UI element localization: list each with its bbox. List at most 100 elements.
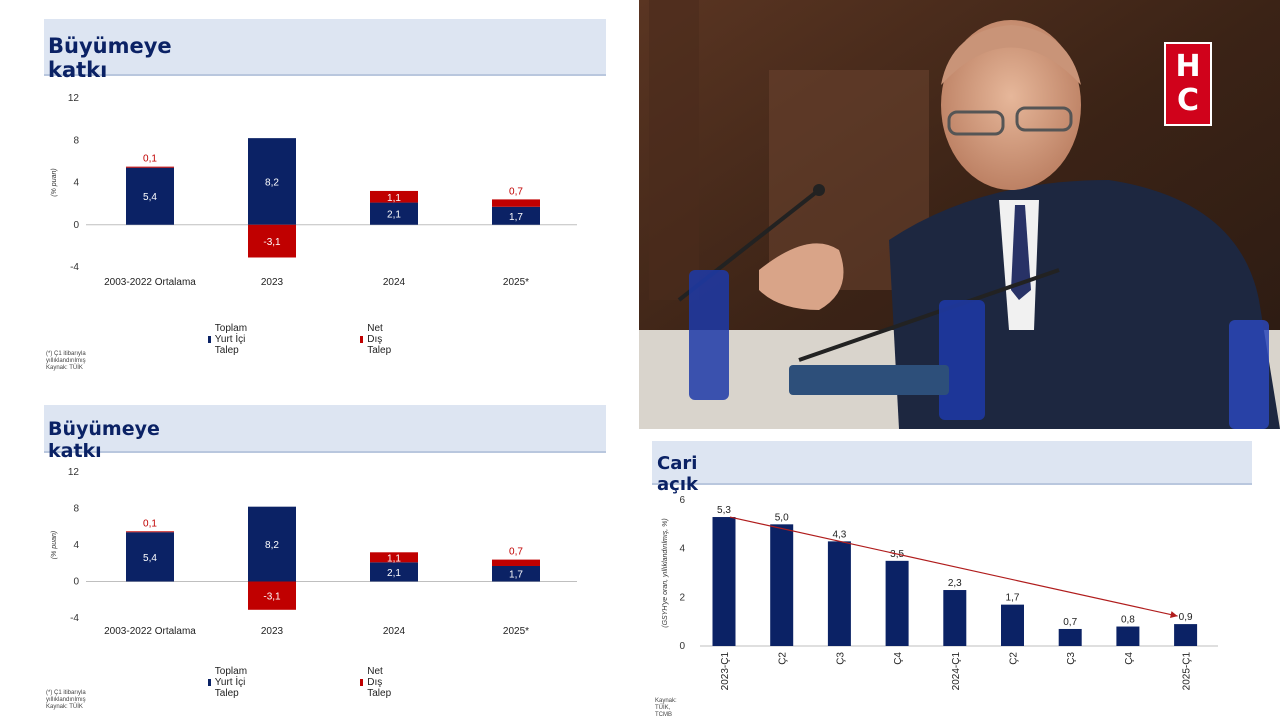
bar-domestic <box>370 562 418 582</box>
x-tick-label: 2023-Ç1 <box>720 652 731 691</box>
data-label: 0,8 <box>1121 615 1135 626</box>
y-axis-title: (% puan) <box>51 531 58 559</box>
title-bar <box>44 405 606 453</box>
legend-label: Toplam Yurt İçi Talep <box>214 323 248 356</box>
bar <box>827 541 851 646</box>
data-label-domestic: 2,1 <box>387 210 401 221</box>
legend-swatch <box>208 679 211 686</box>
y-tick-label: 0 <box>679 641 685 652</box>
bar-external <box>370 190 418 203</box>
footnote-line: Kaynak: TÜİK <box>46 704 83 710</box>
x-tick-label: Ç3 <box>835 652 846 665</box>
legend-label: Net Dış Talep <box>367 666 392 699</box>
data-label-domestic: 5,4 <box>143 192 157 203</box>
x-tick-label: 2003-2022 Ortalama <box>104 277 196 288</box>
footnote: (*) Ç1 itibarıyla yıllıklandırılmış Kayn… <box>46 690 86 711</box>
data-label-domestic: 1,7 <box>509 570 523 581</box>
chart-title: Büyümeye katkı <box>48 34 172 82</box>
data-label-external: 0,1 <box>143 154 157 165</box>
bar-external <box>370 552 418 563</box>
chart-buyume-top: 12 8 4 0 -4 (% puan) 5,4 0,1 2003-2022 Ortalama 8… <box>51 93 577 288</box>
data-label: 5,0 <box>775 512 789 523</box>
bar <box>712 517 736 646</box>
bar-external <box>248 224 296 258</box>
data-label-external: 0,1 <box>143 518 157 529</box>
x-tick-label: Ç3 <box>1066 652 1077 665</box>
legend-swatch <box>360 336 364 343</box>
data-label-external: -3,1 <box>263 237 281 248</box>
data-label-domestic: 1,7 <box>509 212 523 223</box>
data-label: 2,3 <box>948 578 962 589</box>
bar-external <box>248 581 296 610</box>
chart-title: Büyümeye katkı <box>48 418 160 462</box>
chart-buyume-bottom: 12 8 4 0 -4 (% puan) 5,4 0,1 2003-2022 Ortalama 8… <box>51 467 577 637</box>
legend-label: Net Dış Talep <box>367 323 392 356</box>
legend-swatch <box>360 679 364 686</box>
x-tick-label: 2024 <box>383 626 406 637</box>
bar-domestic <box>248 138 296 225</box>
x-tick-label: 2025* <box>503 277 529 288</box>
bar-domestic <box>492 565 540 582</box>
trend-arrow-head <box>1170 611 1178 619</box>
bar <box>1116 626 1140 646</box>
data-label-domestic: 5,4 <box>143 553 157 564</box>
footnote-line: (*) Ç1 itibarıyla yıllıklandırılmış <box>46 351 86 364</box>
footnote-line: (*) Ç1 itibarıyla yıllıklandırılmış <box>46 690 86 703</box>
bar <box>943 590 967 646</box>
bar-external <box>492 559 540 566</box>
legend-swatch <box>208 336 211 343</box>
data-label-external: -3,1 <box>263 592 281 603</box>
y-tick-label: 8 <box>73 504 79 515</box>
legend-item-external: Net Dış Talep <box>360 666 395 699</box>
y-tick-label: -4 <box>70 262 79 273</box>
y-tick-label: 0 <box>73 577 79 588</box>
x-tick-label: 2024-Ç1 <box>951 652 962 691</box>
photo: H C <box>639 0 1280 429</box>
chart-cari-acik: 6 4 2 0 (GSYH'ye oran, yıllıklandırılmış, %)… <box>662 495 1218 690</box>
legend-item-domestic: Toplam Yurt İçi Talep <box>208 666 251 699</box>
x-tick-label: Ç2 <box>1009 652 1020 665</box>
x-tick-label: Ç2 <box>778 652 789 665</box>
y-tick-label: 12 <box>68 93 80 104</box>
bar <box>1058 628 1082 646</box>
trend-arrow-line <box>729 516 1178 617</box>
y-tick-label: 4 <box>73 178 79 189</box>
x-tick-label: 2024 <box>383 277 406 288</box>
data-label: 4,3 <box>832 529 846 540</box>
x-tick-label: 2025-Ç1 <box>1182 652 1193 691</box>
data-label-domestic: 8,2 <box>265 177 279 188</box>
y-tick-label: 6 <box>679 495 685 506</box>
x-tick-label: 2023 <box>261 277 284 288</box>
y-axis-title: (GSYH'ye oran, yıllıklandırılmış, %) <box>662 518 669 627</box>
data-label: 1,7 <box>1006 593 1020 604</box>
footnote: Kaynak: TÜİK, TCMB <box>655 698 677 719</box>
footnote-line: Kaynak: TÜİK <box>46 365 83 371</box>
hc-logo: H C <box>1164 42 1212 126</box>
bar <box>1174 624 1198 646</box>
legend-item-external: Net Dış Talep <box>360 323 395 356</box>
bar-external <box>126 166 174 168</box>
bar <box>1001 604 1024 646</box>
bar-domestic <box>370 202 418 225</box>
legend-label: Toplam Yurt İçi Talep <box>214 666 248 699</box>
bar-external <box>126 531 174 533</box>
y-axis-title: (% puan) <box>51 168 58 196</box>
logo-letter: C <box>1176 83 1200 118</box>
bar <box>770 524 794 646</box>
chart-title: Cari açık <box>657 453 698 495</box>
y-tick-label: 12 <box>68 467 80 478</box>
logo-letter: H <box>1175 49 1201 84</box>
footnote-line: Kaynak: TÜİK, TCMB <box>655 698 677 718</box>
bar-domestic <box>126 532 174 582</box>
data-label-external: 0,7 <box>509 547 523 558</box>
bar-domestic <box>492 206 540 225</box>
bar <box>885 560 909 646</box>
data-label-external: 1,1 <box>387 553 401 564</box>
y-tick-label: 4 <box>679 544 685 555</box>
legend-item-domestic: Toplam Yurt İçi Talep <box>208 323 251 356</box>
data-label: 0,9 <box>1179 612 1193 623</box>
y-tick-label: 0 <box>73 220 79 231</box>
bar-domestic <box>126 167 174 225</box>
title-bar <box>652 441 1252 485</box>
data-label-external: 1,1 <box>387 193 401 204</box>
